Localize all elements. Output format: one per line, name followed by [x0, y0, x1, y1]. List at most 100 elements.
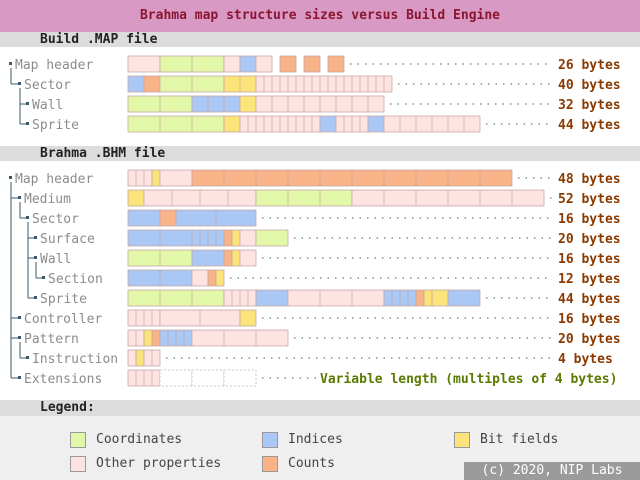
field-block	[415, 289, 425, 307]
field-block	[223, 369, 257, 387]
field-block	[127, 289, 225, 307]
credit-badge: (c) 2020, NIP Labs	[464, 462, 640, 480]
tree-node-dot	[26, 356, 29, 359]
field-block	[255, 75, 393, 93]
size-label: 12 bytes	[558, 272, 621, 287]
size-label: 52 bytes	[558, 192, 621, 207]
tree-node-dot	[34, 236, 37, 239]
legend-label-coordinates: Coordinates	[96, 432, 183, 447]
tree-node-dot	[26, 122, 29, 125]
size-label: 16 bytes	[558, 252, 621, 267]
row-label: Instruction	[32, 352, 118, 367]
field-block	[191, 369, 225, 387]
row-label: Sector	[32, 212, 79, 227]
section-title-build: Build .MAP file	[40, 32, 158, 47]
field-block	[151, 329, 161, 347]
size-label: 16 bytes	[558, 312, 621, 327]
row-label: Controller	[24, 312, 102, 327]
field-block	[191, 329, 289, 347]
tree-node-dot	[18, 316, 21, 319]
field-block	[127, 115, 225, 133]
row-label: Pattern	[24, 332, 79, 347]
row-label: Map header	[15, 172, 93, 187]
field-block	[239, 249, 257, 267]
field-block	[223, 249, 233, 267]
field-block	[223, 115, 241, 133]
legend-swatch-counts	[262, 456, 278, 472]
field-block	[207, 269, 217, 287]
tree-node-dot	[18, 376, 21, 379]
field-block	[279, 55, 297, 73]
field-block	[215, 269, 225, 287]
field-block	[159, 169, 193, 187]
row-label: Wall	[32, 98, 63, 113]
size-label: 20 bytes	[558, 332, 621, 347]
row-label: Sprite	[40, 292, 87, 307]
field-block	[127, 55, 161, 73]
field-block	[159, 209, 177, 227]
field-block	[135, 349, 145, 367]
section-band-build	[0, 32, 640, 47]
legend-swatch-other-properties	[70, 456, 86, 472]
tree-node-dot	[9, 176, 12, 179]
field-block	[287, 289, 385, 307]
field-block	[319, 115, 337, 133]
field-block	[191, 269, 209, 287]
field-block	[239, 95, 257, 113]
legend-label-bit-fields: Bit fields	[480, 432, 559, 447]
size-label: 4 bytes	[558, 352, 613, 367]
field-block	[231, 249, 241, 267]
tree-node-dot	[26, 102, 29, 105]
legend-label-other-properties: Other properties	[96, 456, 222, 471]
size-label: 26 bytes	[558, 58, 621, 73]
field-block	[127, 209, 161, 227]
diagram-title: Brahma map structure sizes versus Build …	[139, 8, 501, 23]
tree-node-dot	[42, 276, 45, 279]
row-label: Medium	[24, 192, 71, 207]
legend-label-counts: Counts	[288, 456, 335, 471]
title-bar: Brahma map structure sizes versus Build …	[0, 0, 640, 32]
field-block	[191, 249, 225, 267]
field-block	[303, 55, 321, 73]
field-block	[127, 349, 137, 367]
row-label: Wall	[40, 252, 71, 267]
legend-swatch-coordinates	[70, 432, 86, 448]
field-block	[191, 95, 241, 113]
field-block	[231, 229, 241, 247]
field-block	[327, 55, 345, 73]
tree-node-dot	[18, 336, 21, 339]
field-block	[255, 229, 289, 247]
section-band-brahma	[0, 146, 640, 161]
tree-node-dot	[26, 216, 29, 219]
field-block	[255, 289, 289, 307]
field-block	[127, 169, 153, 187]
row-label: Sprite	[32, 118, 79, 133]
size-label: 40 bytes	[558, 78, 621, 93]
field-block	[447, 289, 481, 307]
legend-swatch-bit-fields	[454, 432, 470, 448]
tree-node-dot	[34, 296, 37, 299]
tree-node-dot	[9, 62, 12, 65]
field-block	[223, 55, 241, 73]
size-label: 44 bytes	[558, 292, 621, 307]
tree-node-dot	[18, 196, 21, 199]
field-block	[255, 189, 353, 207]
size-label: 32 bytes	[558, 98, 621, 113]
field-block	[255, 55, 273, 73]
row-label: Extensions	[24, 372, 102, 387]
size-label: Variable length (multiples of 4 bytes)	[320, 372, 617, 387]
size-label: 16 bytes	[558, 212, 621, 227]
field-block	[239, 309, 257, 327]
size-label: 20 bytes	[558, 232, 621, 247]
legend-title: Legend:	[40, 400, 95, 415]
size-label: 44 bytes	[558, 118, 621, 133]
row-label: Surface	[40, 232, 95, 247]
tree-node-dot	[18, 82, 21, 85]
legend-swatch-indices	[262, 432, 278, 448]
row-label: Section	[48, 272, 103, 287]
field-block	[159, 369, 193, 387]
size-label: 48 bytes	[558, 172, 621, 187]
field-block	[143, 329, 153, 347]
field-block	[143, 75, 161, 93]
field-block	[151, 169, 161, 187]
